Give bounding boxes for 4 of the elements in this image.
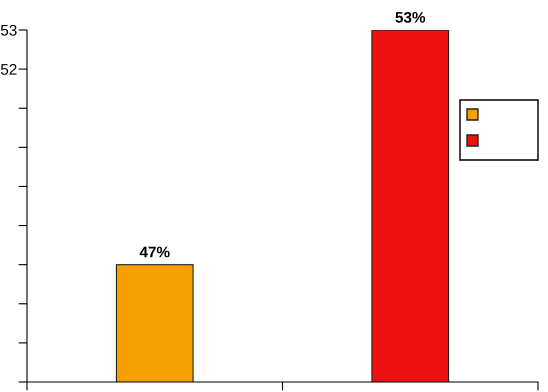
y-tick-label: 52 [0, 64, 17, 75]
y-tick-label: 53 [0, 24, 17, 36]
data-label: 47% [140, 246, 170, 258]
data-label: 53% [395, 12, 426, 23]
